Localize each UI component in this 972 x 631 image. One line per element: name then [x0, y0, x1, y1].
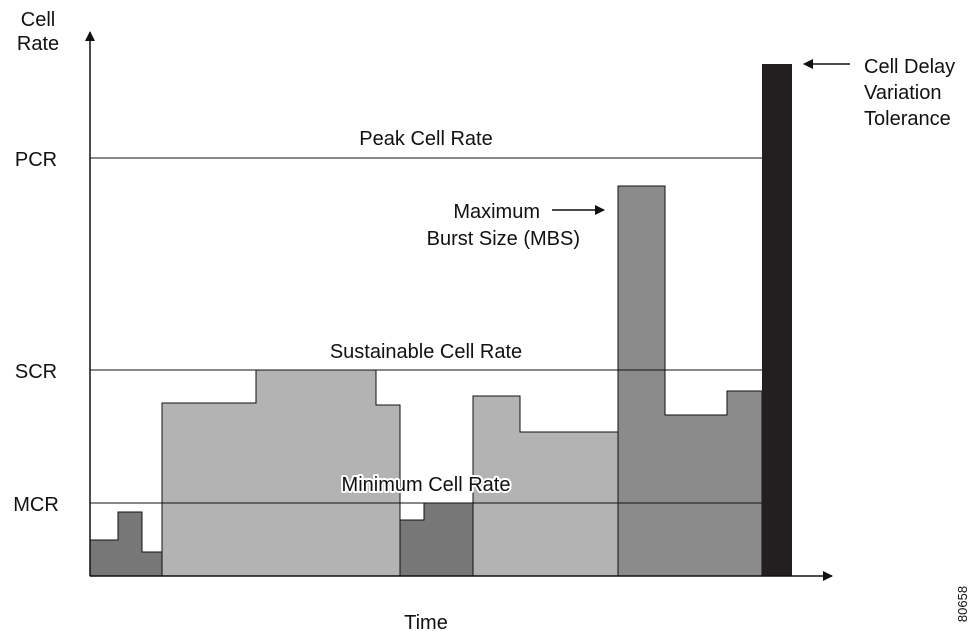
y-axis-label-line2: Rate	[17, 33, 59, 55]
pcr-label: PCR	[15, 149, 57, 171]
mbs-label-line1: Maximum	[453, 201, 540, 223]
figure-id: 80658	[955, 586, 970, 622]
mcr-label: MCR	[13, 494, 59, 516]
y-axis-label-line1: Cell	[21, 9, 55, 31]
scr-label: SCR	[15, 361, 57, 383]
cdvt-bar	[762, 64, 792, 576]
minimum-cell-rate-label: Minimum Cell Rate	[342, 474, 511, 496]
cdvt-label-line2: Variation	[864, 82, 941, 104]
peak-cell-rate-label: Peak Cell Rate	[359, 128, 492, 150]
cdvt-label-line3: Tolerance	[864, 108, 951, 130]
traffic-block-5	[617, 185, 763, 577]
traffic-block-3	[399, 502, 474, 577]
x-axis-label: Time	[404, 612, 448, 631]
traffic-block-2	[161, 369, 401, 577]
mbs-label-line2: Burst Size (MBS)	[427, 228, 580, 250]
traffic-block-1	[89, 511, 163, 577]
cdvt-label-line1: Cell Delay	[864, 56, 955, 78]
sustainable-cell-rate-label: Sustainable Cell Rate	[330, 341, 522, 363]
